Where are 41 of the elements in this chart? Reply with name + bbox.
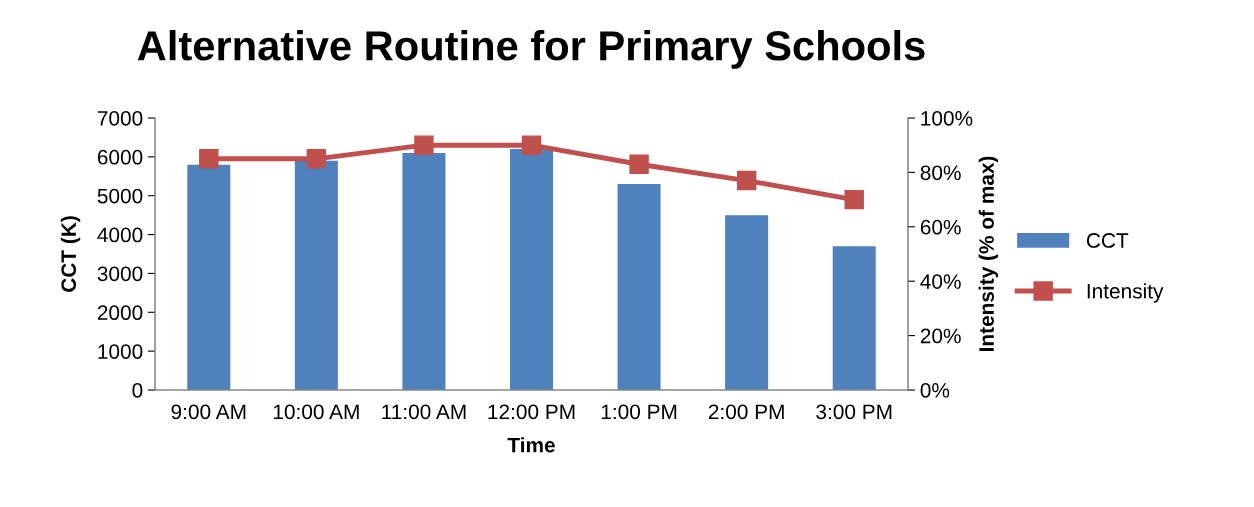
point xyxy=(414,135,434,155)
point xyxy=(521,135,542,155)
bar xyxy=(832,246,876,390)
y2-tick-label: 100% xyxy=(921,111,973,126)
x-axis-title: Time xyxy=(507,437,555,453)
y-tick-label: 2000 xyxy=(97,305,143,321)
x-tick-label: 2:00 PM xyxy=(708,404,784,420)
y-axis-title: CCT (K) xyxy=(60,216,81,292)
y-tick-label: 4000 xyxy=(97,227,143,243)
y2-axis-title: Intensity (% of max) xyxy=(978,156,999,351)
x-tick-label: 12:00 PM xyxy=(488,404,575,420)
legend-label: Intensity xyxy=(1087,283,1164,303)
bar xyxy=(402,152,446,390)
y2-tick-label: 40% xyxy=(920,274,961,289)
chart-title: Alternative Routine for Primary Schools xyxy=(137,30,925,69)
y-tick-label: 7000 xyxy=(97,111,143,126)
bar xyxy=(187,164,231,390)
x-tick-label: 9:00 AM xyxy=(171,404,246,420)
point xyxy=(736,170,757,191)
y2-tick-label: 80% xyxy=(920,165,961,181)
y2-tick-label: 60% xyxy=(920,219,961,235)
y-tick-label: 5000 xyxy=(97,188,143,204)
point xyxy=(844,189,864,210)
point xyxy=(199,149,219,169)
legend-label: CCT xyxy=(1086,233,1129,248)
bar xyxy=(725,215,769,390)
bar xyxy=(509,149,554,390)
bar xyxy=(294,160,338,390)
x-tick-label: 10:00 AM xyxy=(273,404,359,420)
x-tick-label: 3:00 PM xyxy=(816,404,892,420)
y-tick-label: 1000 xyxy=(98,344,143,359)
y-tick-label: 3000 xyxy=(97,266,143,282)
y2-tick-label: 0% xyxy=(920,383,950,398)
x-tick-label: 1:00 PM xyxy=(601,404,677,420)
y-tick-label: 0 xyxy=(132,383,143,398)
bar xyxy=(617,184,661,390)
point xyxy=(629,154,649,174)
point xyxy=(306,149,327,169)
x-tick-label: 11:00 AM xyxy=(382,404,466,420)
y-tick-label: 6000 xyxy=(97,149,143,165)
y2-tick-label: 20% xyxy=(920,328,961,344)
